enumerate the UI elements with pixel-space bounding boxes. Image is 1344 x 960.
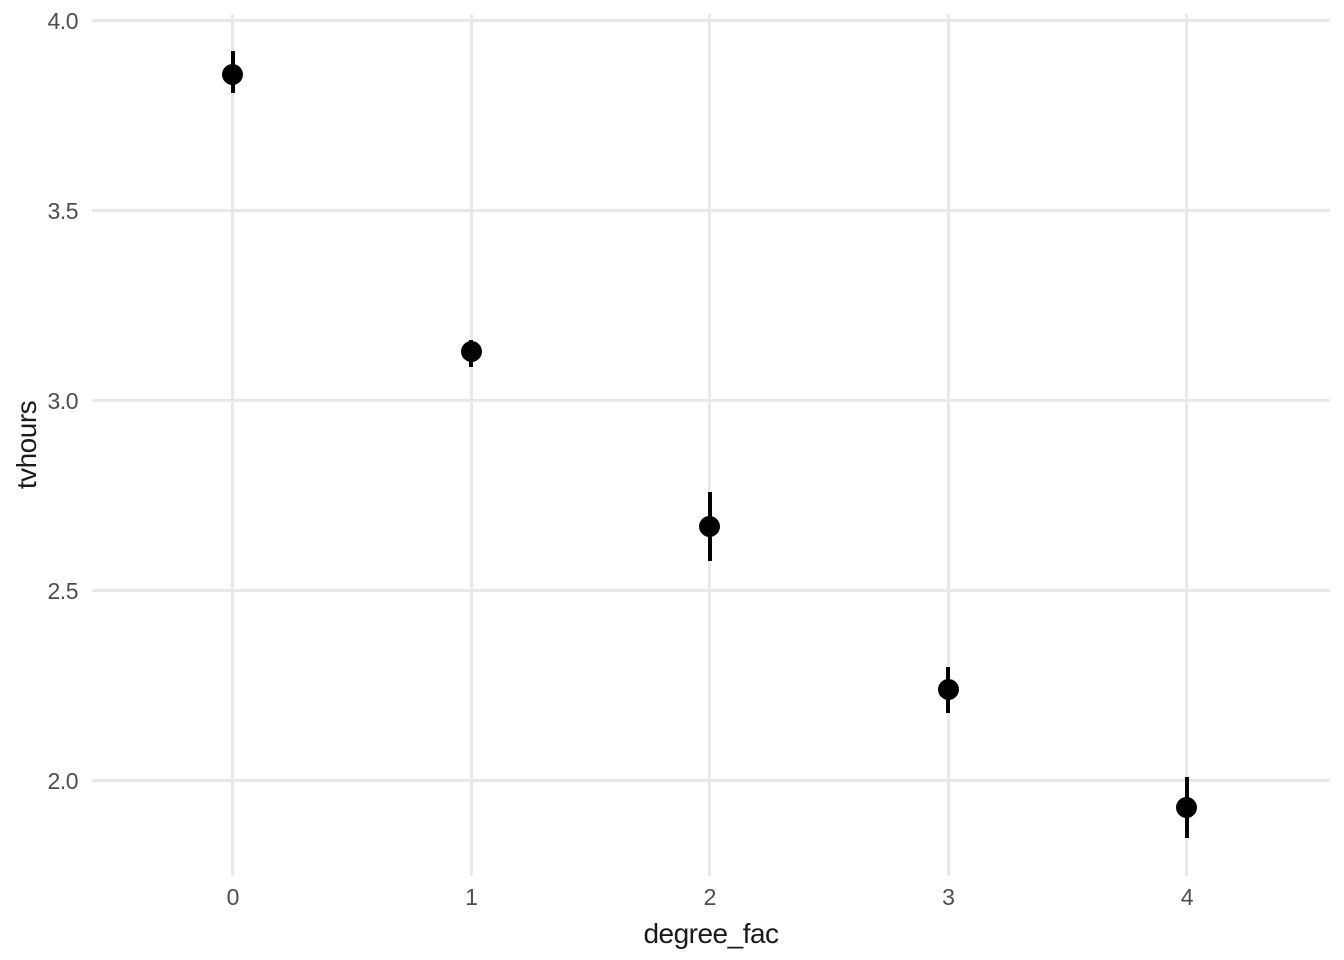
gridline-x-2: [708, 14, 712, 876]
x-tick-label-0: 0: [226, 884, 240, 910]
data-point-x-1: [460, 341, 482, 362]
y-tick-label-2.0: 2.0: [47, 767, 79, 794]
y-axis-title: tvhours: [11, 400, 42, 490]
x-tick-label-2: 2: [703, 884, 717, 910]
x-tick-label-1: 1: [465, 884, 478, 910]
y-tick-label-2.5: 2.5: [47, 577, 79, 604]
gridline-x-4: [1185, 14, 1189, 876]
y-tick-label-3.5: 3.5: [47, 197, 79, 224]
gridline-x-1: [469, 14, 473, 876]
y-tick-label-3.0: 3.0: [47, 387, 79, 414]
gridline-x-3: [946, 14, 950, 876]
data-point-x-3: [937, 679, 959, 701]
data-point-x-0: [222, 63, 244, 85]
y-tick-label-4.0: 4.0: [47, 7, 79, 34]
gridline-x-0: [231, 14, 235, 876]
x-tick-label-4: 4: [1180, 884, 1194, 910]
x-tick-label-3: 3: [942, 884, 955, 910]
data-point-x-2: [699, 515, 721, 537]
x-axis-title: degree_fac: [643, 918, 779, 949]
data-point-x-4: [1176, 797, 1198, 819]
